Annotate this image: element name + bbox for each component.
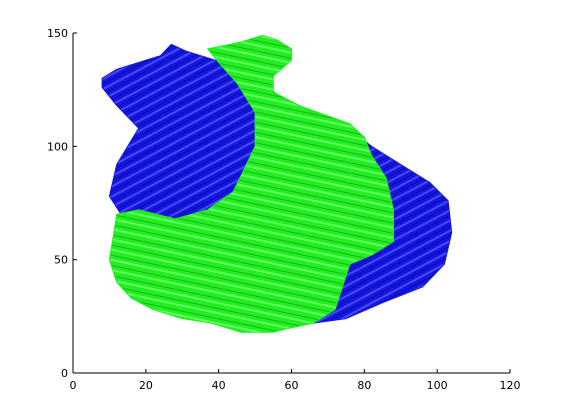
x-tick-label: 0 (70, 379, 77, 392)
x-tick-label: 40 (212, 379, 226, 392)
y-tick-label: 0 (61, 367, 68, 380)
y-tick-label: 50 (54, 254, 68, 267)
x-tick-label: 20 (139, 379, 153, 392)
series-layer (101, 34, 453, 333)
x-tick-label: 120 (500, 379, 521, 392)
x-tick-label: 80 (357, 379, 371, 392)
y-tick-label: 150 (47, 27, 68, 40)
y-tick-label: 100 (47, 140, 68, 153)
x-tick-label: 60 (285, 379, 299, 392)
axes-layer: 0 20 40 60 80 100 120 0 50 100 150 (47, 27, 521, 392)
surface-region-front-green (108, 34, 394, 333)
x-tick-label: 100 (427, 379, 448, 392)
